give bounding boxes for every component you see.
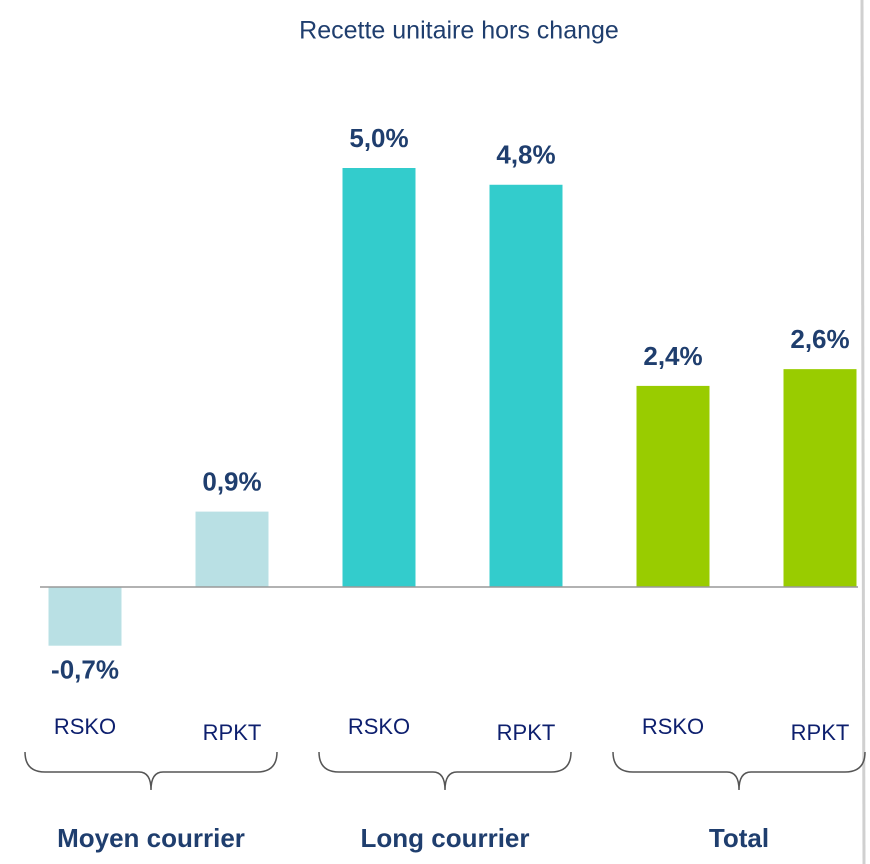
group-label: Total: [709, 823, 769, 853]
chart-title: Recette unitaire hors change: [299, 17, 619, 45]
page-edge: [860, 0, 866, 864]
group-label: Moyen courrier: [57, 823, 245, 853]
value-label: 2,4%: [643, 341, 702, 371]
bar: [48, 587, 122, 646]
value-label: 5,0%: [349, 123, 408, 153]
bar: [783, 369, 857, 588]
x-tick-label: RSKO: [54, 714, 116, 739]
group-brace: [24, 751, 278, 791]
bar: [195, 511, 269, 588]
bar: [636, 385, 710, 588]
value-label: 2,6%: [790, 324, 849, 354]
bar: [342, 168, 416, 588]
value-label: 4,8%: [496, 140, 555, 170]
x-tick-label: RSKO: [348, 714, 410, 739]
value-label: 0,9%: [202, 466, 261, 496]
x-tick-label: RPKT: [497, 720, 556, 745]
group-brace: [612, 751, 866, 791]
x-tick-label: RPKT: [203, 720, 262, 745]
x-tick-label: RPKT: [791, 720, 850, 745]
value-label: -0,7%: [51, 655, 119, 685]
group-brace: [318, 751, 572, 791]
group-label: Long courrier: [360, 823, 529, 853]
x-tick-label: RSKO: [642, 714, 704, 739]
bar: [489, 184, 563, 588]
